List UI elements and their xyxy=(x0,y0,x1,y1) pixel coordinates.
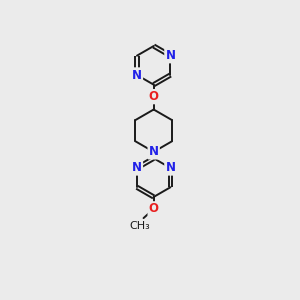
Text: N: N xyxy=(165,49,176,62)
Text: O: O xyxy=(149,90,159,103)
Text: N: N xyxy=(165,161,176,174)
Text: N: N xyxy=(132,68,142,82)
Text: CH₃: CH₃ xyxy=(130,221,150,231)
Text: N: N xyxy=(132,161,142,174)
Text: O: O xyxy=(149,202,159,215)
Text: N: N xyxy=(149,145,159,158)
